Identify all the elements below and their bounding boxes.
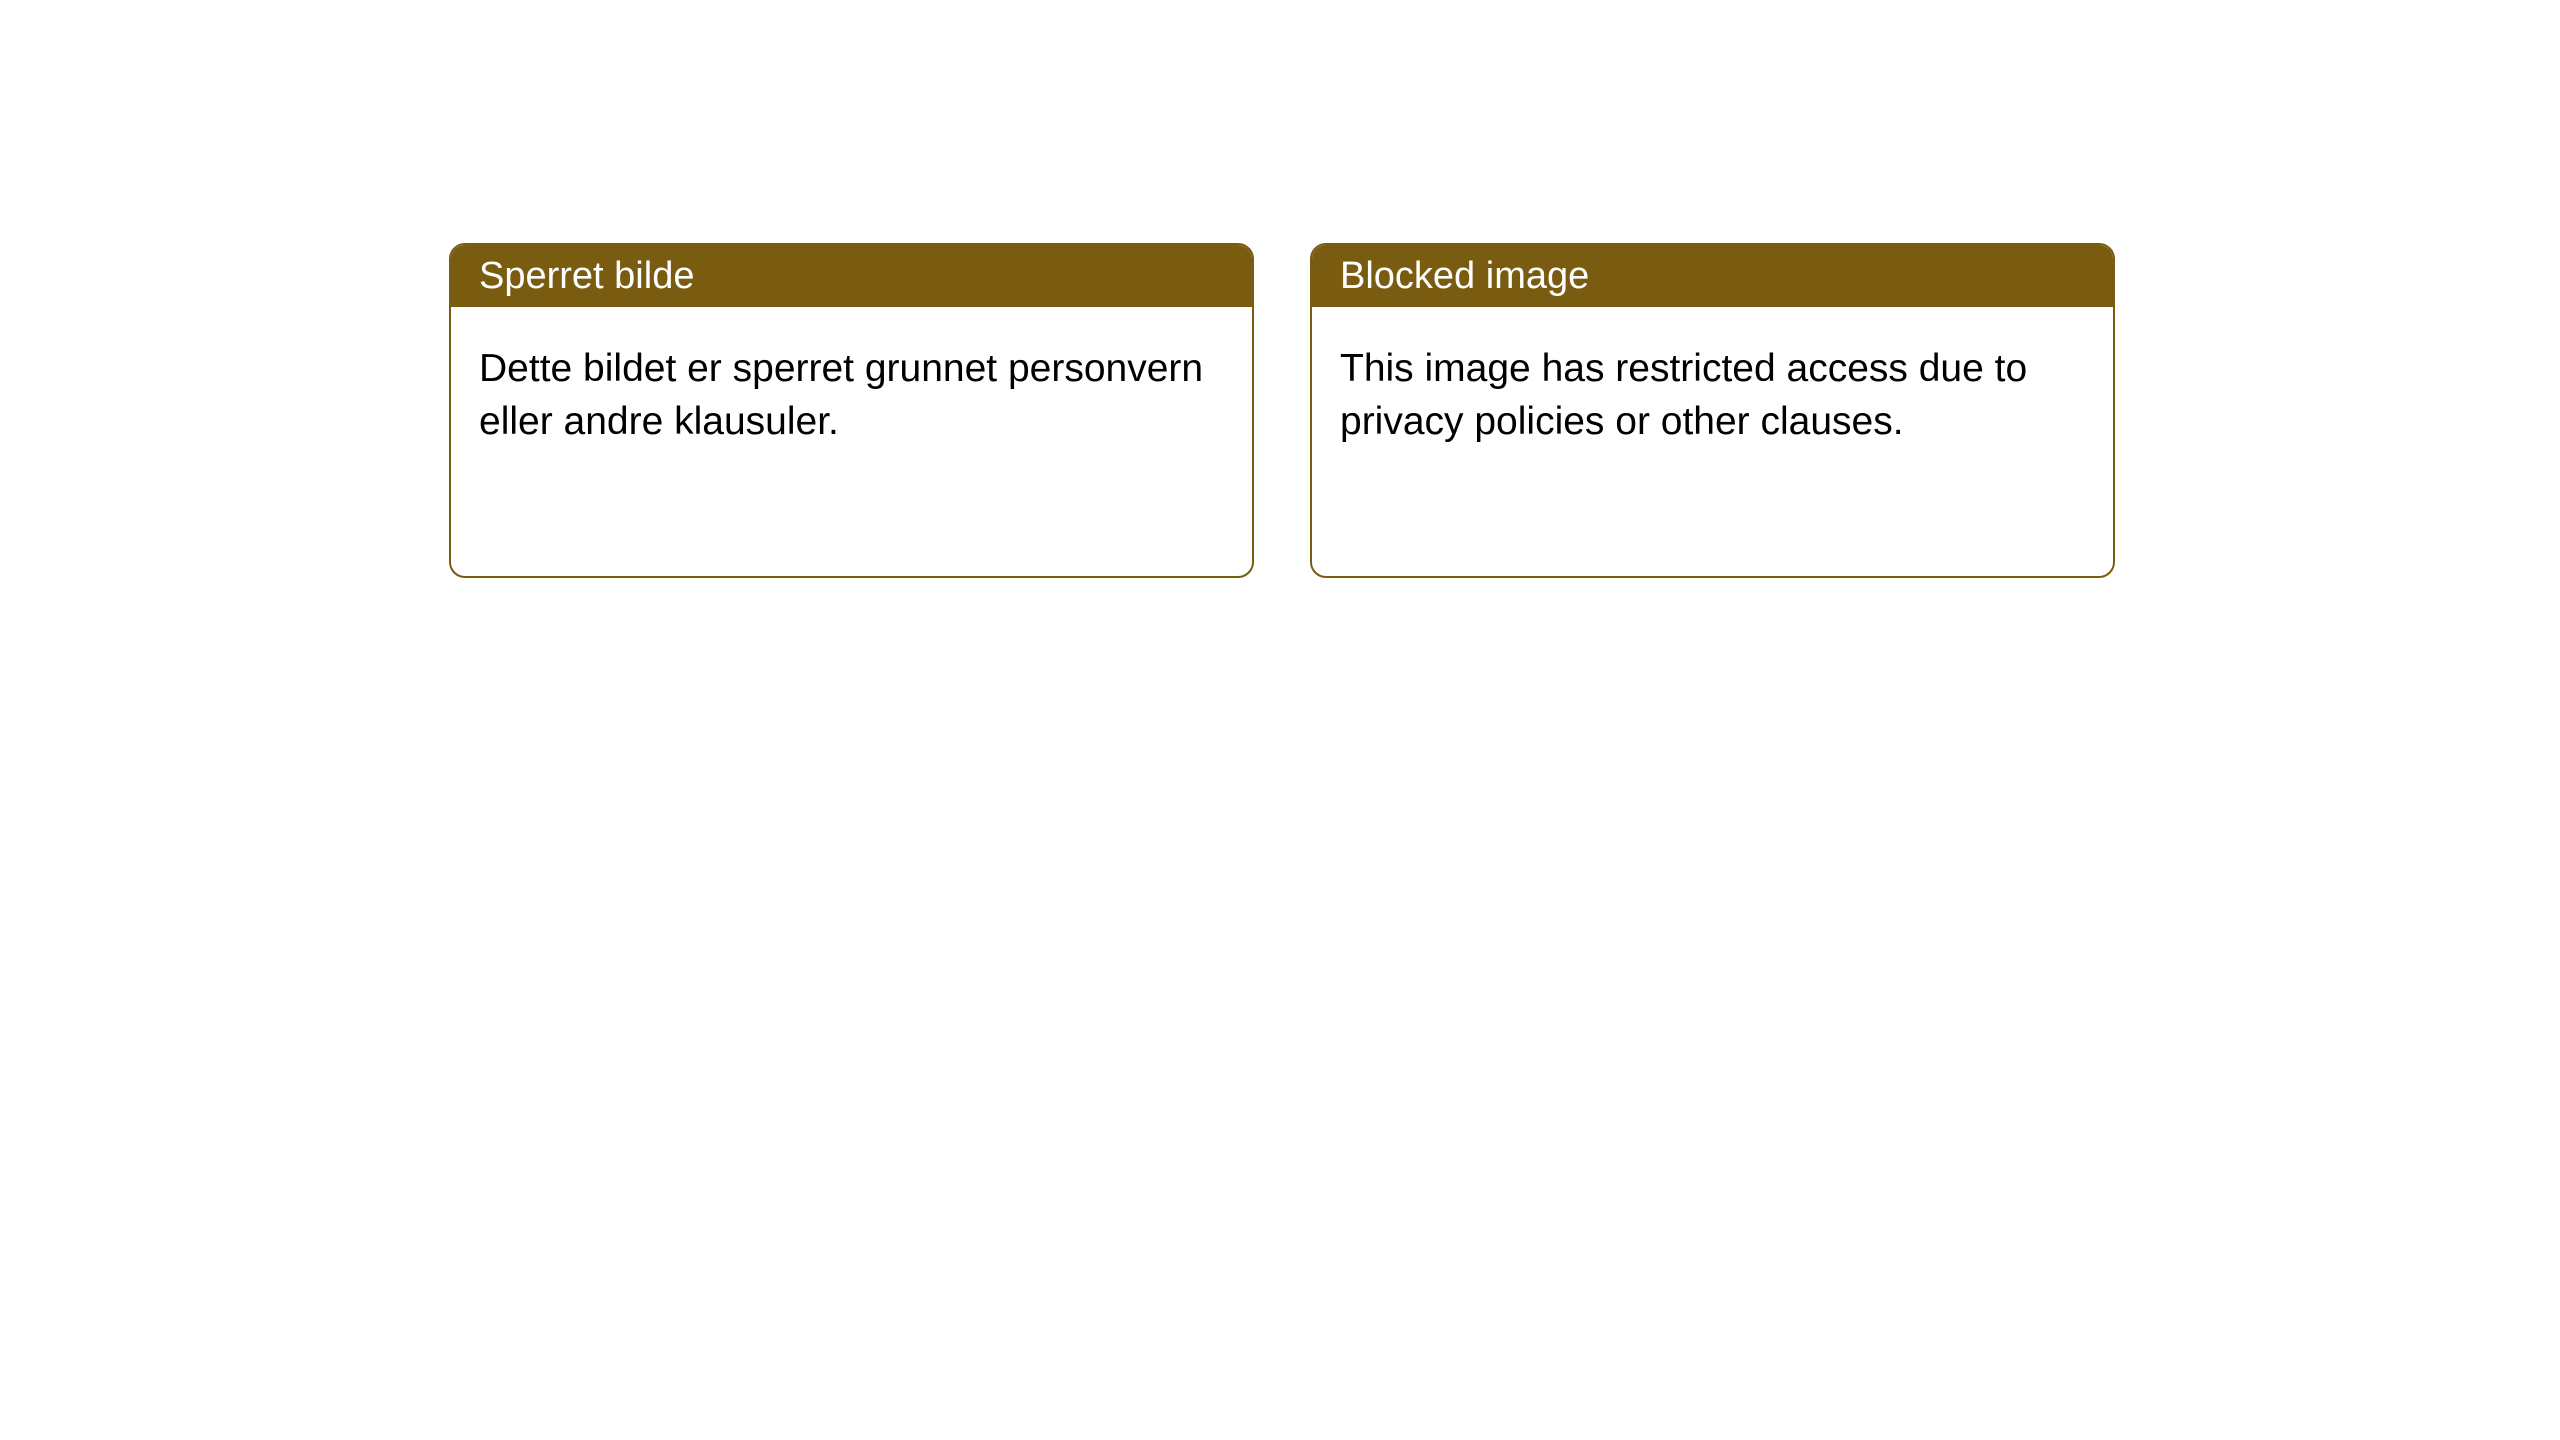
- card-header-norwegian: Sperret bilde: [451, 245, 1252, 307]
- blocked-image-card-english: Blocked image This image has restricted …: [1310, 243, 2115, 578]
- card-header-english: Blocked image: [1312, 245, 2113, 307]
- card-body-english: This image has restricted access due to …: [1312, 307, 2113, 484]
- card-text-english: This image has restricted access due to …: [1340, 347, 2027, 443]
- card-text-norwegian: Dette bildet er sperret grunnet personve…: [479, 347, 1203, 443]
- blocked-image-card-norwegian: Sperret bilde Dette bildet er sperret gr…: [449, 243, 1254, 578]
- notice-container: Sperret bilde Dette bildet er sperret gr…: [449, 243, 2115, 578]
- card-title-norwegian: Sperret bilde: [479, 255, 694, 298]
- card-title-english: Blocked image: [1340, 255, 1589, 298]
- card-body-norwegian: Dette bildet er sperret grunnet personve…: [451, 307, 1252, 484]
